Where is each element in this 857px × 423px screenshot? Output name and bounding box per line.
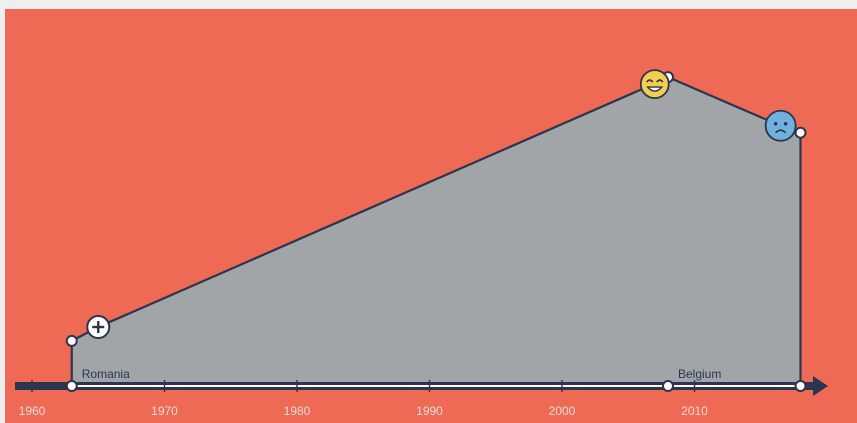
chart-area: 1960 1970 1980 1990 2000 2010 Romania Belgium [5,9,857,423]
timeline-arrow-head [813,376,828,396]
sad-face-icon [764,109,797,142]
data-point-dot-0 [65,334,78,347]
axis-marker-dot-2 [794,380,807,392]
plus-circle-icon [86,315,111,340]
axis-marker-dot-0 [65,380,78,392]
x-tick-label-1960: 1960 [19,404,46,418]
sad-eye-left [773,121,778,126]
happy-face-bg [639,69,670,100]
x-tick-label-1970: 1970 [151,404,178,418]
timeline-area-chart: 1960 1970 1980 1990 2000 2010 Romania Belgium [15,69,828,418]
sad-eye-right [783,121,788,126]
sad-face-bg [764,109,797,142]
x-tick-label-2010: 2010 [681,404,708,418]
happy-eye-left [646,79,654,83]
axis-marker-dot-1 [662,380,674,392]
x-tick-label-2000: 2000 [549,404,576,418]
x-tick-label-1980: 1980 [284,404,311,418]
area-series [70,76,802,388]
axis-marker-label-0: Romania [82,367,130,381]
sad-mouth [775,129,787,134]
axis-marker-label-1: Belgium [678,367,721,381]
data-point-dot-2 [794,126,807,139]
happy-eye-right [656,79,664,83]
x-tick-label-1990: 1990 [416,404,443,418]
happy-face-icon [639,69,670,100]
happy-mouth [646,86,664,92]
